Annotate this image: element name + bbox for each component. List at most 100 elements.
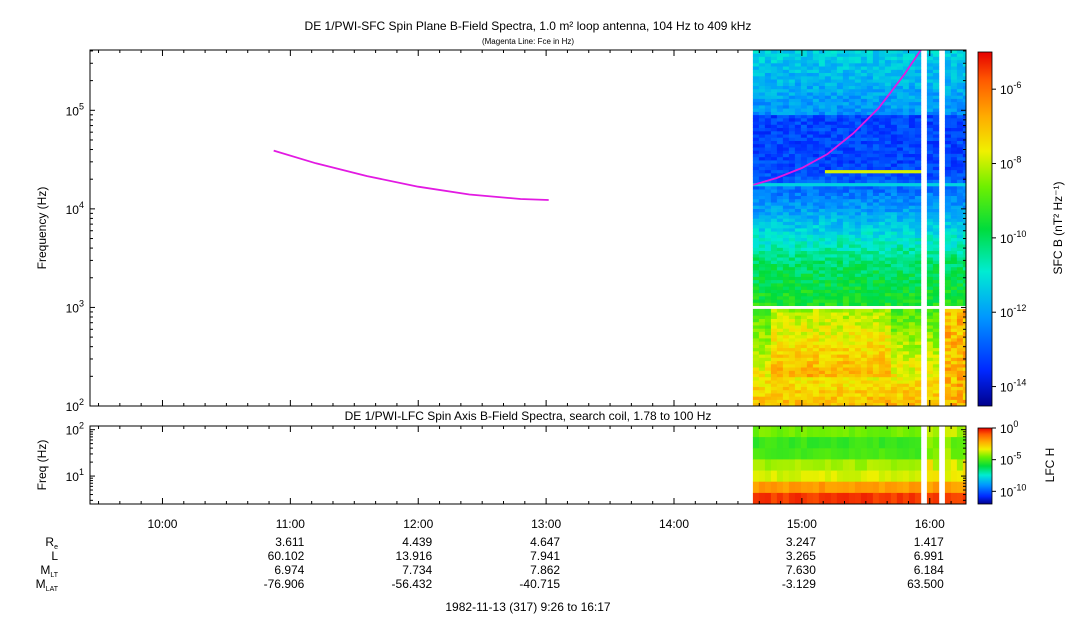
sfc-cell xyxy=(914,399,922,404)
sfc-cell xyxy=(818,176,826,180)
sfc-cell xyxy=(800,179,808,184)
sfc-cell xyxy=(890,105,898,109)
sfc-cell xyxy=(896,221,904,226)
lfc-cell xyxy=(872,437,880,449)
sfc-cell xyxy=(788,253,796,258)
sfc-cell xyxy=(914,276,922,281)
sfc-cell xyxy=(950,247,958,251)
lfc-cell xyxy=(854,448,862,460)
sfc-cell xyxy=(872,130,880,135)
sfc-cell xyxy=(842,50,850,54)
sfc-cell xyxy=(854,308,862,313)
lfc-cell xyxy=(806,426,814,438)
sfc-cell xyxy=(956,257,964,261)
sfc-cell xyxy=(962,376,966,381)
lfc-cell xyxy=(896,470,904,483)
sfc-cell xyxy=(944,211,952,216)
lfc-cell xyxy=(872,459,880,471)
sfc-cell xyxy=(956,344,964,349)
sfc-cell xyxy=(818,79,826,83)
sfc-cell xyxy=(782,121,790,125)
sfc-cell xyxy=(836,88,844,93)
sfc-cell xyxy=(830,302,838,306)
sfc-cell xyxy=(800,134,808,138)
sfc-cell xyxy=(908,289,916,294)
sfc-cell xyxy=(926,208,934,213)
sfc-cell xyxy=(962,140,966,145)
sfc-cell xyxy=(860,202,868,206)
sfc-cell xyxy=(842,240,850,245)
lfc-cell xyxy=(824,426,832,438)
sfc-cell xyxy=(836,370,844,374)
sfc-cell xyxy=(794,279,802,284)
sfc-cell xyxy=(836,101,844,106)
sfc-cell xyxy=(866,299,874,303)
sfc-cell xyxy=(956,347,964,352)
sfc-cell xyxy=(914,341,922,345)
sfc-cell xyxy=(926,363,934,368)
sfc-cell xyxy=(818,228,826,232)
sfc-cell xyxy=(788,283,796,287)
sfc-cell xyxy=(848,393,856,397)
sfc-cell xyxy=(812,318,820,323)
sfc-cell xyxy=(842,270,850,274)
sfc-cell xyxy=(884,344,892,349)
sfc-cell xyxy=(764,53,772,57)
sfc-cell xyxy=(770,98,778,103)
sfc-cell xyxy=(770,50,778,54)
sfc-cell xyxy=(854,176,862,180)
sfc-cell xyxy=(788,315,796,319)
sfc-cell xyxy=(770,185,778,190)
sfc-cell xyxy=(884,101,892,106)
sfc-cell xyxy=(908,373,916,378)
sfc-cell xyxy=(776,380,784,384)
sfc-cell xyxy=(890,173,898,177)
sfc-cell xyxy=(806,79,814,83)
sfc-cell xyxy=(896,266,904,271)
sfc-cell xyxy=(962,92,966,96)
sfc-cell xyxy=(794,185,802,190)
sfc-cell xyxy=(770,108,778,112)
sfc-cell xyxy=(758,114,766,119)
sfc-cell xyxy=(770,341,778,345)
sfc-cell xyxy=(758,195,766,200)
sfc-cell xyxy=(848,308,856,313)
lfc-cell xyxy=(842,459,850,471)
sfc-cell xyxy=(896,286,904,290)
sfc-cell xyxy=(956,92,964,96)
sfc-cell xyxy=(872,156,880,161)
sfc-cell xyxy=(902,56,910,61)
sfc-cell xyxy=(932,134,940,138)
sfc-cell xyxy=(872,344,880,349)
sfc-cell xyxy=(908,56,916,61)
sfc-cell xyxy=(950,228,958,232)
sfc-cell xyxy=(860,205,868,209)
sfc-cell xyxy=(884,140,892,145)
sfc-cell xyxy=(836,228,844,232)
sfc-cell xyxy=(764,370,772,374)
sfc-cell xyxy=(758,247,766,251)
sfc-cell xyxy=(752,160,760,164)
sfc-cell xyxy=(950,273,958,277)
sfc-cell xyxy=(818,296,826,300)
sfc-cell xyxy=(794,373,802,378)
sfc-cell xyxy=(866,234,874,239)
sfc-cell xyxy=(944,163,952,167)
sfc-cell xyxy=(788,266,796,271)
sfc-cell xyxy=(806,296,814,300)
sfc-cell xyxy=(788,92,796,96)
sfc-cell xyxy=(764,286,772,290)
sfc-cell xyxy=(944,399,952,404)
sfc-cell xyxy=(836,367,844,371)
sfc-cell xyxy=(896,328,904,332)
sfc-cell xyxy=(836,182,844,187)
sfc-cell xyxy=(896,325,904,329)
sfc-cell xyxy=(854,312,862,316)
sfc-cell xyxy=(794,318,802,323)
lfc-cell xyxy=(956,481,964,494)
sfc-cell xyxy=(764,153,772,158)
sfc-cell xyxy=(872,276,880,281)
lfc-cell xyxy=(872,470,880,483)
sfc-cell xyxy=(752,130,760,135)
sfc-cell xyxy=(860,328,868,332)
